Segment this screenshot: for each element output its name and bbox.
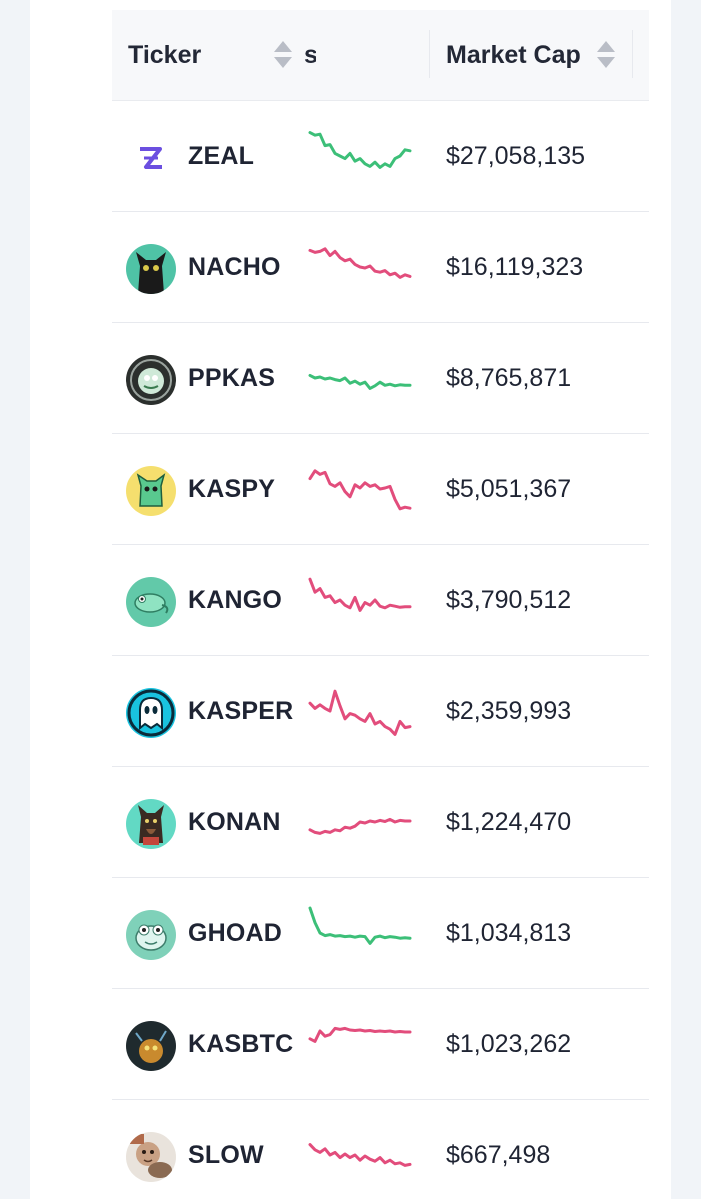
table-header: Ticker s Market Cap bbox=[112, 10, 649, 101]
table-row[interactable]: KASPER $2,359,993 bbox=[112, 656, 649, 767]
market-cap-value: $1,034,813 bbox=[446, 918, 572, 947]
market-cap-value: $16,119,323 bbox=[446, 252, 584, 281]
zeal-logo-icon bbox=[126, 133, 176, 183]
header-divider bbox=[632, 30, 633, 78]
chart-header-label: s bbox=[304, 40, 316, 69]
token-table: Ticker s Market Cap ZEAL $27,058,135 NACHO… bbox=[112, 10, 649, 1199]
sparkline-path bbox=[308, 373, 412, 390]
header-divider bbox=[429, 30, 430, 78]
table-row[interactable]: KANGO $3,790,512 bbox=[112, 545, 649, 656]
table-row[interactable]: KONAN $1,224,470 bbox=[112, 767, 649, 878]
ticker-symbol[interactable]: KASPY bbox=[188, 474, 276, 503]
price-sparkline bbox=[308, 247, 412, 279]
sparkline-path bbox=[308, 817, 412, 835]
ticker-column-header[interactable]: Ticker bbox=[128, 10, 201, 100]
market-cap-value: $27,058,135 bbox=[446, 141, 586, 170]
market-cap-value: $3,790,512 bbox=[446, 585, 572, 614]
price-sparkline bbox=[308, 1026, 412, 1043]
ticker-symbol[interactable]: GHOAD bbox=[188, 918, 283, 947]
ticker-symbol[interactable]: SLOW bbox=[188, 1140, 264, 1169]
sparkline-path bbox=[308, 247, 412, 279]
price-sparkline bbox=[308, 1143, 412, 1167]
ticker-symbol[interactable]: NACHO bbox=[188, 252, 281, 281]
ghost-avatar-icon bbox=[126, 688, 176, 738]
price-sparkline bbox=[308, 906, 412, 945]
table-row[interactable]: PPKAS $8,765,871 bbox=[112, 323, 649, 434]
black-cat-avatar-icon bbox=[126, 244, 176, 294]
sloth-photo-avatar-icon bbox=[126, 1132, 176, 1182]
price-sparkline bbox=[308, 373, 412, 390]
sparkline-path bbox=[308, 1143, 412, 1167]
table-row[interactable]: NACHO $16,119,323 bbox=[112, 212, 649, 323]
page-background: Ticker s Market Cap ZEAL $27,058,135 NACHO… bbox=[30, 0, 671, 1199]
table-row[interactable]: GHOAD $1,034,813 bbox=[112, 878, 649, 989]
dog-avatar-icon bbox=[126, 799, 176, 849]
price-sparkline bbox=[308, 131, 412, 169]
ticker-sort-icon[interactable] bbox=[274, 41, 292, 69]
market-cap-sort-icon[interactable] bbox=[597, 41, 615, 69]
price-sparkline bbox=[308, 577, 412, 612]
pepe-coin-avatar-icon bbox=[126, 355, 176, 405]
table-row[interactable]: SLOW $667,498 bbox=[112, 1100, 649, 1199]
green-cat-avatar-icon bbox=[126, 466, 176, 516]
market-cap-value: $8,765,871 bbox=[446, 363, 572, 392]
ticker-symbol[interactable]: ZEAL bbox=[188, 141, 255, 170]
sparkline-path bbox=[308, 689, 412, 736]
price-sparkline bbox=[308, 469, 412, 511]
chameleon-avatar-icon bbox=[126, 577, 176, 627]
market-cap-value: $2,359,993 bbox=[446, 696, 572, 725]
ticker-symbol[interactable]: KONAN bbox=[188, 807, 281, 836]
sparkline-path bbox=[308, 131, 412, 169]
market-cap-column-header[interactable]: Market Cap bbox=[446, 10, 581, 100]
table-row[interactable]: KASPY $5,051,367 bbox=[112, 434, 649, 545]
table-row[interactable]: KASBTC $1,023,262 bbox=[112, 989, 649, 1100]
ticker-symbol[interactable]: KASPER bbox=[188, 696, 294, 725]
price-sparkline bbox=[308, 689, 412, 736]
market-cap-value: $1,023,262 bbox=[446, 1029, 572, 1058]
price-sparkline bbox=[308, 817, 412, 835]
frog-avatar-icon bbox=[126, 910, 176, 960]
kasbtc-avatar-icon bbox=[126, 1021, 176, 1071]
chart-column-header[interactable]: s bbox=[304, 10, 316, 100]
sparkline-path bbox=[308, 469, 412, 511]
ticker-symbol[interactable]: PPKAS bbox=[188, 363, 276, 392]
table-row[interactable]: ZEAL $27,058,135 bbox=[112, 101, 649, 212]
market-cap-header-label: Market Cap bbox=[446, 40, 581, 69]
market-cap-value: $667,498 bbox=[446, 1140, 551, 1169]
ticker-header-label: Ticker bbox=[128, 40, 202, 69]
sparkline-path bbox=[308, 577, 412, 612]
ticker-symbol[interactable]: KANGO bbox=[188, 585, 283, 614]
market-cap-value: $1,224,470 bbox=[446, 807, 572, 836]
market-cap-value: $5,051,367 bbox=[446, 474, 572, 503]
sparkline-path bbox=[308, 1026, 412, 1043]
ticker-symbol[interactable]: KASBTC bbox=[188, 1029, 294, 1058]
sparkline-path bbox=[308, 906, 412, 945]
